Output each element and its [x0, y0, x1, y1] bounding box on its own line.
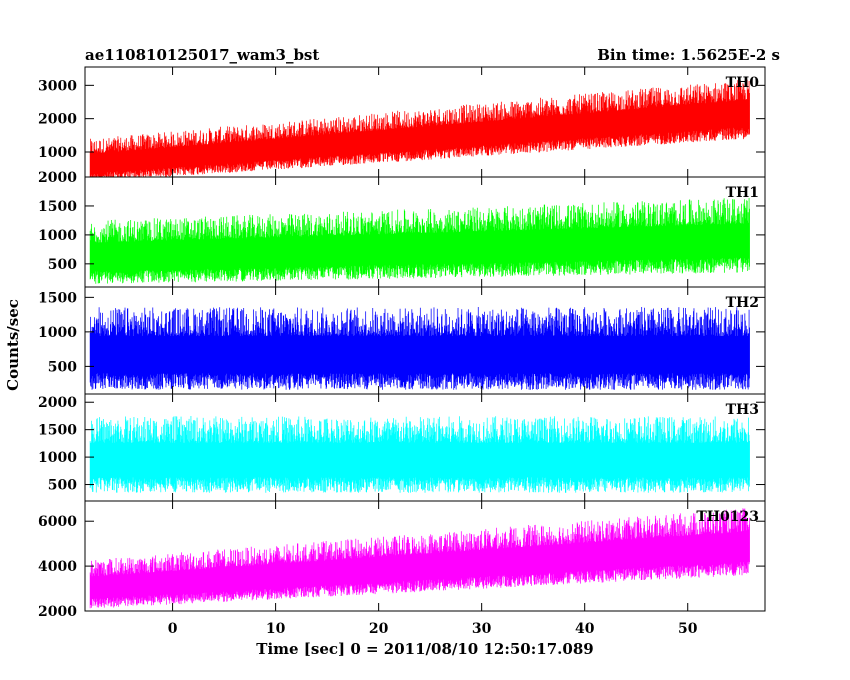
x-tick-label: 0: [168, 621, 178, 637]
x-tick-label: 40: [575, 621, 595, 637]
y-tick-label: 500: [48, 478, 77, 494]
panel-label-th2: TH2: [726, 295, 759, 311]
panel-th0123: 2000 4000 6000 TH0123: [38, 500, 766, 620]
y-tick-label: 1000: [38, 228, 77, 244]
y-tick-label: 1000: [38, 450, 77, 466]
y-tick-label: 1000: [38, 325, 77, 341]
y-tick-label: 1500: [38, 423, 77, 439]
panel-label-th3: TH3: [726, 402, 759, 418]
y-tick-label: 1000: [38, 145, 77, 161]
series-th0: [89, 79, 750, 177]
panel-th0: 1000 2000 3000 TH0: [38, 66, 766, 178]
y-tick-label: 2000: [38, 170, 77, 186]
y-tick-label: 500: [48, 359, 77, 375]
series-th1: [89, 198, 750, 284]
series-th2: [89, 307, 750, 390]
x-tick-label: 10: [266, 621, 286, 637]
y-axis-label: Counts/sec: [4, 299, 22, 391]
panel-th3: 500 1000 1500 2000 TH3: [38, 393, 766, 502]
y-tick-label: 2000: [38, 112, 77, 128]
y-tick-label: 2000: [38, 395, 77, 411]
panel-frame: [84, 500, 766, 612]
panel-th1: 500 1000 1500 2000 TH1: [38, 170, 766, 288]
y-tick-label: 2000: [38, 604, 77, 620]
x-tick-label: 30: [472, 621, 492, 637]
y-tick-label: 1500: [38, 290, 77, 306]
panel-label-th0: TH0: [726, 75, 760, 91]
series-th0123: [89, 508, 750, 609]
series-th3: [89, 416, 750, 493]
x-axis-label: Time [sec] 0 = 2011/08/10 12:50:17.089: [256, 640, 593, 658]
y-tick-label: 6000: [38, 514, 77, 530]
panel-label-th1: TH1: [726, 185, 759, 201]
panel-label-th0123: TH0123: [696, 509, 759, 525]
panel-th2: 500 1000 1500 TH2: [38, 286, 766, 395]
y-tick-label: 3000: [38, 78, 77, 94]
x-tick-label: 50: [678, 621, 698, 637]
chart-title-right: Bin time: 1.5625E-2 s: [597, 46, 780, 64]
y-tick-label: 1500: [38, 199, 77, 215]
y-tick-label: 500: [48, 257, 77, 273]
y-tick-label: 4000: [38, 559, 77, 575]
chart-title-left: ae110810125017_wam3_bst: [85, 46, 319, 64]
x-tick-label: 20: [369, 621, 389, 637]
